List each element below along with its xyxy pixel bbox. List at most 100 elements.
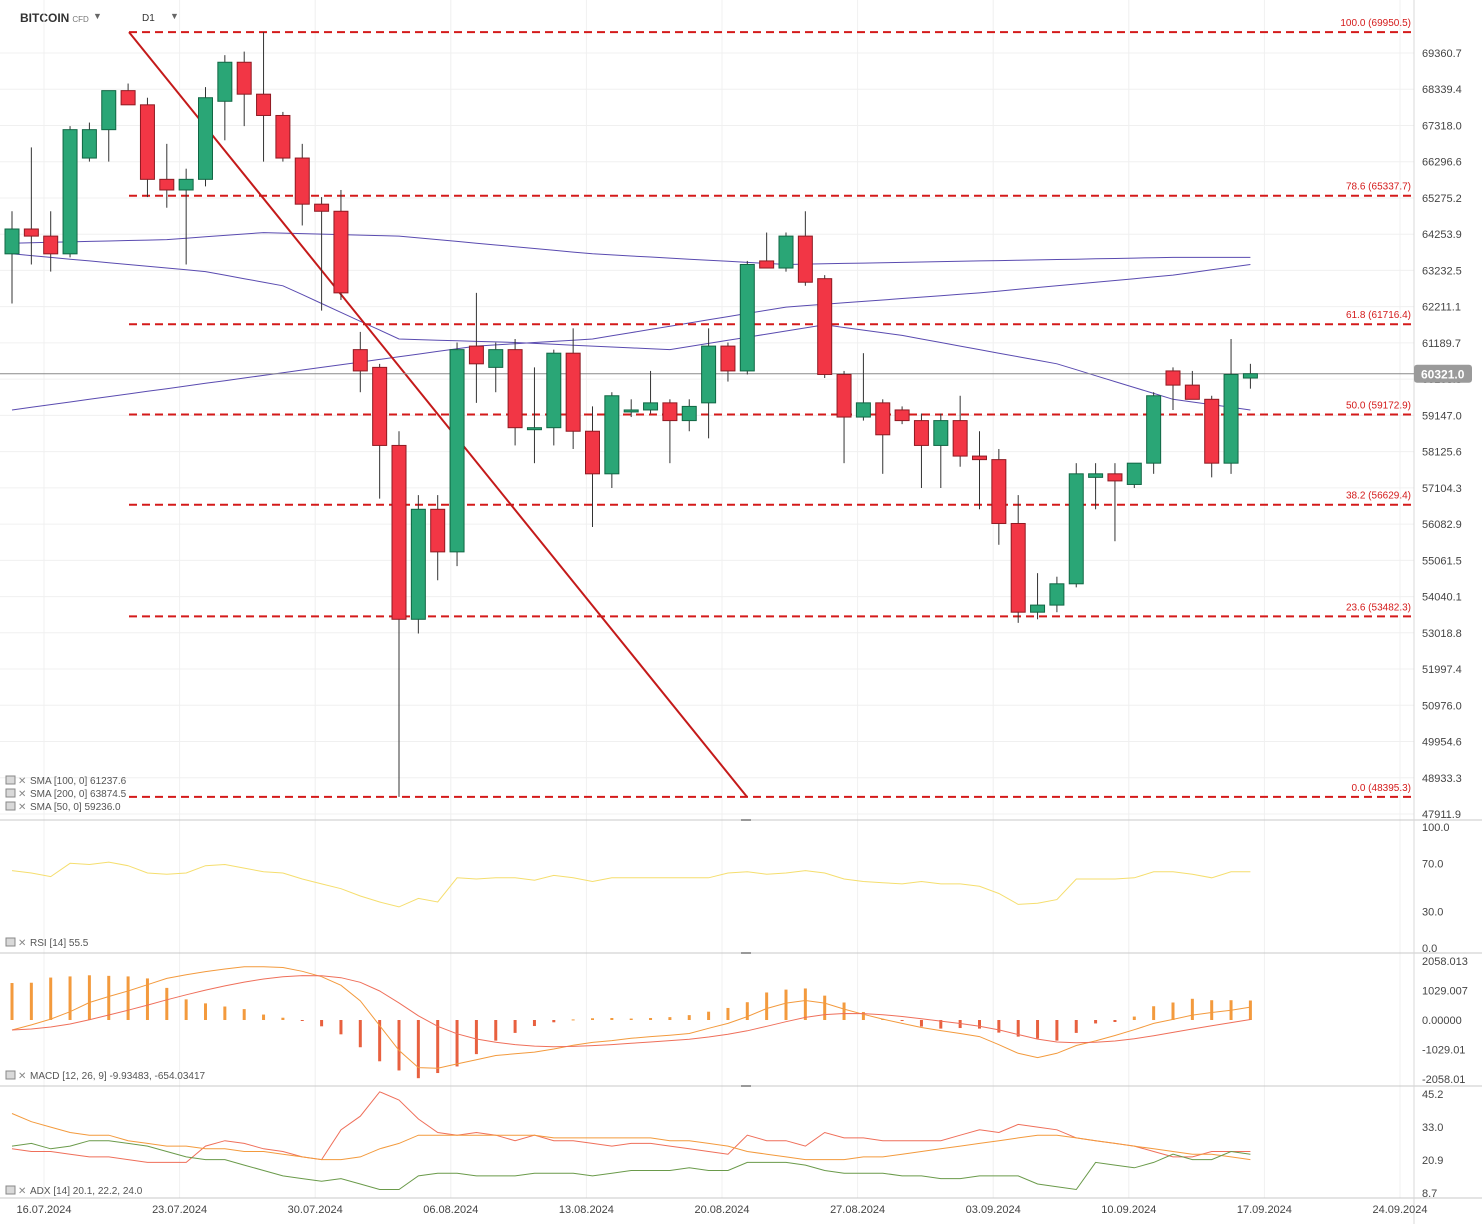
indicator-remove-icon[interactable]: ✕ [18, 776, 26, 787]
candle [933, 413, 949, 489]
indicator-menu-icon[interactable] [5, 1070, 16, 1080]
macd-line [11, 966, 1251, 1069]
candle [546, 349, 562, 446]
candle-body [585, 430, 600, 475]
candle [352, 331, 368, 393]
candle [198, 87, 213, 187]
price-tick-label: 56082.9 [1422, 519, 1462, 531]
price-tick-label: 65275.2 [1422, 193, 1462, 205]
candle [256, 32, 272, 162]
candle [894, 406, 910, 425]
fib-level-label: 50.0 (59172.9) [1346, 400, 1411, 411]
macd-histogram-bar [707, 1011, 711, 1020]
indicator-menu-icon[interactable] [5, 937, 16, 947]
indicator-remove-icon[interactable]: ✕ [18, 1071, 26, 1082]
candle [759, 232, 775, 269]
candle-body [294, 157, 310, 205]
indicator-menu-icon[interactable] [5, 775, 16, 785]
indicator-legend: RSI [14] 55.5 [30, 938, 89, 949]
price-tick-label: 50976.0 [1422, 700, 1462, 712]
price-tick-label: 51997.4 [1422, 664, 1462, 676]
candle-body [120, 90, 136, 106]
candle [1204, 395, 1220, 478]
candle [333, 189, 349, 300]
macd-histogram-bar [1210, 1000, 1214, 1020]
indicator-menu-icon[interactable] [5, 1185, 16, 1195]
rsi-tick-label: 30.0 [1422, 907, 1443, 919]
indicator-legend: SMA [200, 0] 63874.5 [30, 789, 127, 800]
price-tick-label: 47911.9 [1422, 809, 1461, 821]
price-tick-label: 48933.3 [1422, 773, 1462, 785]
fib-level-label: 0.0 (48395.3) [1352, 783, 1412, 794]
candle-body [1068, 473, 1084, 585]
fib-level-label: 61.8 (61716.4) [1346, 310, 1411, 321]
candle-body [275, 114, 291, 159]
candle [1030, 573, 1046, 620]
candle-body [43, 235, 59, 255]
indicator-remove-icon[interactable]: ✕ [18, 789, 26, 800]
sma-line [11, 232, 1251, 266]
macd-histogram-bar [87, 975, 91, 1020]
candle-body [739, 263, 755, 372]
candle-body [836, 373, 852, 418]
candle [526, 367, 542, 464]
timeframe-label[interactable]: D1 [142, 13, 155, 24]
candle [23, 147, 39, 265]
macd-histogram-bar [145, 978, 149, 1020]
date-tick-label: 27.08.2024 [830, 1204, 885, 1216]
price-tick-label: 58125.6 [1422, 447, 1462, 459]
candle-body [604, 395, 620, 475]
macd-histogram-bar [165, 987, 169, 1020]
candle-body [178, 178, 194, 191]
indicator-menu-icon[interactable] [5, 801, 16, 811]
macd-histogram-bar [339, 1020, 343, 1035]
macd-histogram-bar [687, 1015, 691, 1020]
macd-histogram-bar [300, 1020, 304, 1021]
candle-body [236, 61, 252, 95]
candle [1126, 462, 1142, 489]
macd-tick-label: 2058.013 [1422, 956, 1468, 968]
macd-histogram-bar [649, 1017, 653, 1020]
price-tick-label: 63232.5 [1422, 265, 1462, 277]
fib-level-label: 100.0 (69950.5) [1340, 18, 1411, 29]
candle [681, 399, 697, 432]
macd-histogram-bar [803, 988, 807, 1020]
candle-body [565, 352, 581, 432]
indicator-remove-icon[interactable]: ✕ [18, 938, 26, 949]
candles [4, 32, 1258, 797]
symbol-dropdown-icon[interactable]: ▼ [93, 11, 102, 21]
symbol-name: BITCOIN [20, 11, 70, 25]
indicator-menu-icon[interactable] [5, 788, 16, 798]
candle [913, 413, 929, 489]
candle-body [662, 402, 678, 422]
macd-histogram-bar [378, 1020, 382, 1062]
macd-histogram-bar [436, 1020, 440, 1074]
timeframe-dropdown-icon[interactable]: ▼ [170, 11, 179, 21]
date-tick-label: 30.07.2024 [288, 1204, 343, 1216]
indicator-remove-icon[interactable]: ✕ [18, 1186, 26, 1197]
candle-body [198, 97, 213, 180]
price-tick-label: 61189.7 [1422, 338, 1461, 350]
candle [623, 399, 639, 418]
candle-body [1146, 395, 1162, 464]
date-tick-label: 03.09.2024 [966, 1204, 1021, 1216]
candle [1107, 463, 1123, 542]
candle [4, 211, 20, 304]
macd-histogram-bar [842, 1002, 846, 1020]
macd-histogram-bar [1113, 1020, 1117, 1023]
date-tick-label: 16.07.2024 [16, 1204, 71, 1216]
price-tick-label: 66296.6 [1422, 157, 1462, 169]
macd-histogram-bar [726, 1007, 730, 1020]
candle [701, 328, 717, 439]
candle-body [1223, 373, 1239, 464]
indicator-remove-icon[interactable]: ✕ [18, 802, 26, 813]
candle [1184, 370, 1200, 400]
date-tick-label: 23.07.2024 [152, 1204, 207, 1216]
candle-body [468, 345, 484, 365]
candle [468, 292, 484, 403]
candle-body [372, 366, 388, 446]
symbol-selector[interactable]: BITCOIN CFD [20, 11, 89, 25]
macd-histogram-bar [591, 1018, 594, 1020]
candle-body [855, 402, 871, 418]
